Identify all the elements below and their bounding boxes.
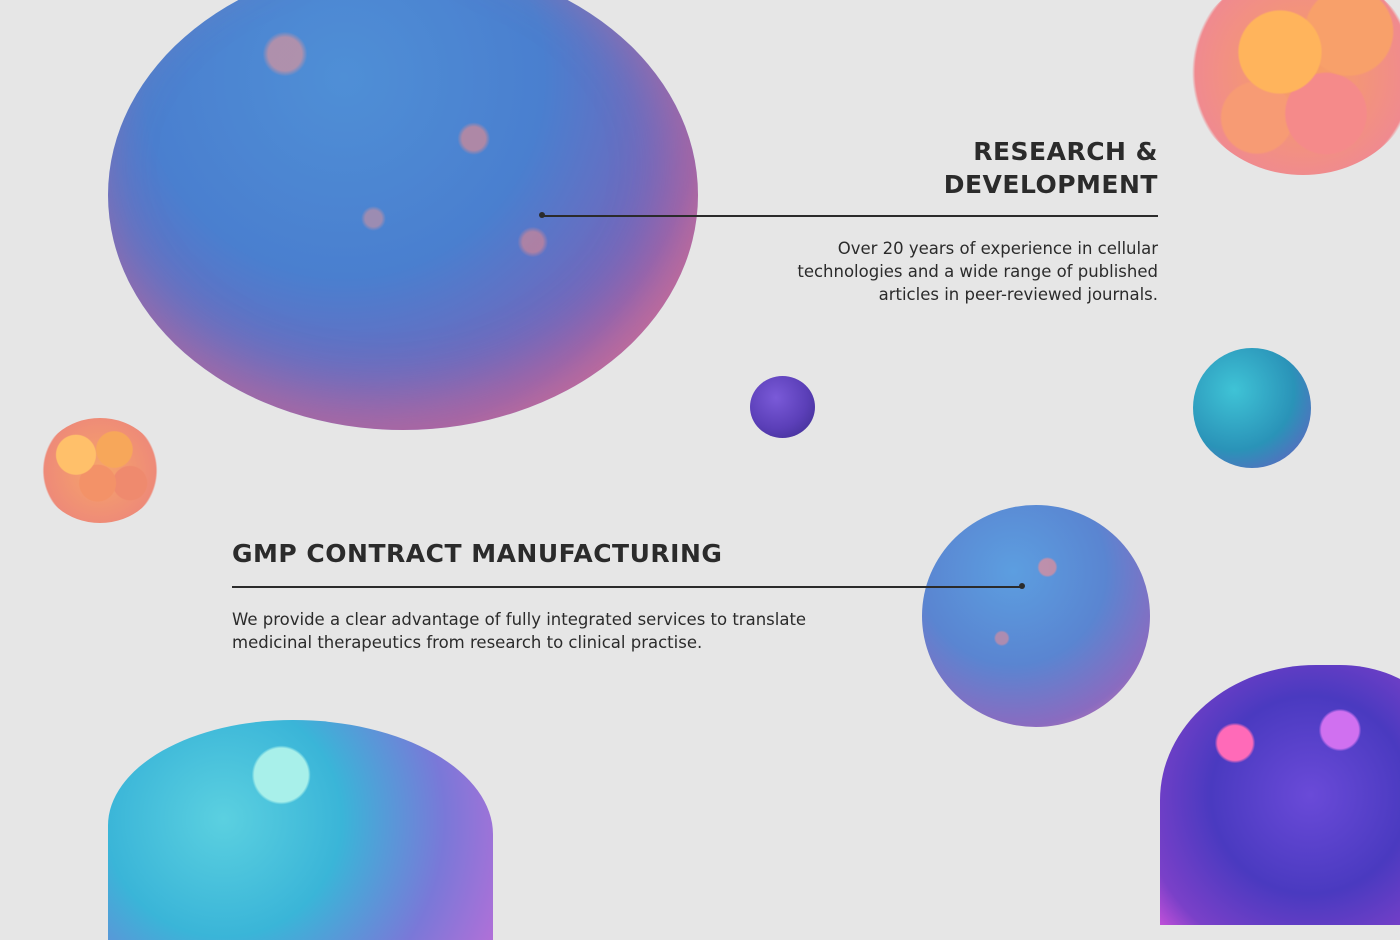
gmp-description-line: We provide a clear advantage of fully in…: [232, 608, 872, 631]
gmp-divider-line: [232, 586, 1022, 588]
purple-cell-cluster-image: [1160, 665, 1400, 925]
orange-cell-cluster-image: [1188, 0, 1400, 175]
research-title-line: DEVELOPMENT: [798, 168, 1158, 201]
gmp-description-line: medicinal therapeutics from research to …: [232, 631, 872, 654]
teal-cell-image: [1193, 348, 1311, 468]
research-description-line: technologies and a wide range of publish…: [718, 260, 1158, 283]
cyan-cell-cluster-image: [108, 720, 493, 940]
orange-cell-cluster-small-image: [40, 418, 160, 523]
gmp-description: We provide a clear advantage of fully in…: [232, 608, 872, 654]
research-description-line: Over 20 years of experience in cellular: [718, 237, 1158, 260]
research-description-line: articles in peer-reviewed journals.: [718, 283, 1158, 306]
purple-small-cell-image: [750, 376, 815, 438]
research-divider-line: [542, 215, 1158, 217]
research-title-line: RESEARCH &: [798, 135, 1158, 168]
research-pointer-dot: [539, 212, 545, 218]
medium-blue-cell-image: [922, 505, 1150, 727]
gmp-title: GMP CONTRACT MANUFACTURING: [232, 537, 852, 570]
gmp-pointer-dot: [1019, 583, 1025, 589]
research-description: Over 20 years of experience in cellular …: [718, 237, 1158, 306]
research-title: RESEARCH & DEVELOPMENT: [798, 135, 1158, 201]
